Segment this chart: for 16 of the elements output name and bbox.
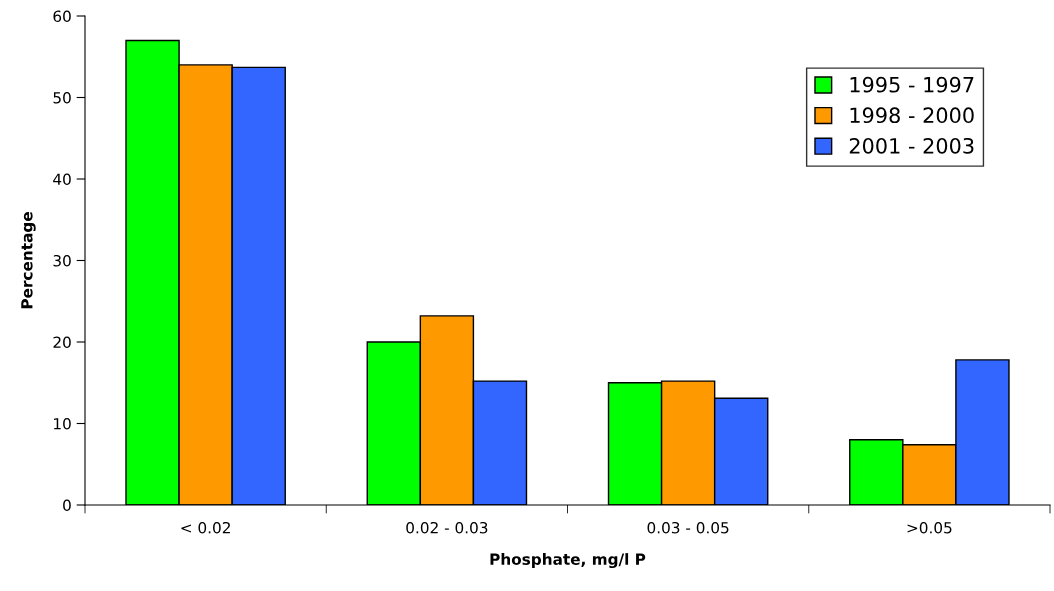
x-tick-label: >0.05 <box>907 521 952 534</box>
legend-label: 1995 - 1997 <box>850 76 974 93</box>
y-tick-label: 0 <box>63 499 71 512</box>
x-tick-label: < 0.02 <box>181 521 230 534</box>
y-tick-label: 10 <box>54 417 71 430</box>
y-tick-label: 30 <box>53 254 71 267</box>
legend-label: 1998 - 2000 <box>850 107 974 124</box>
y-tick-label: 50 <box>53 91 71 104</box>
legend-label: 2001 - 2003 <box>849 137 974 154</box>
y-tick-label: 40 <box>53 173 71 186</box>
y-tick-label: 20 <box>53 336 71 349</box>
x-tick-label: 0.03 - 0.05 <box>647 521 729 534</box>
y-axis-title: Percentage <box>21 212 36 309</box>
y-tick-label: 60 <box>53 10 71 23</box>
x-tick-label: 0.02 - 0.03 <box>406 521 488 534</box>
x-axis-title: Phosphate, mg/l P <box>490 553 646 569</box>
